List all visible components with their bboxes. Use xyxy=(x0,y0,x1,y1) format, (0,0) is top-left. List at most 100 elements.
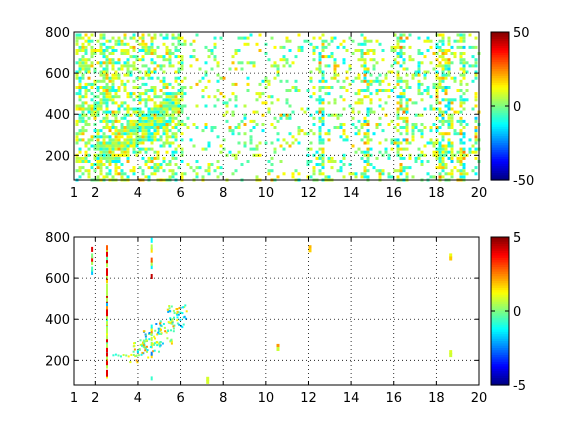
heatmap-cell xyxy=(417,147,421,151)
heatmap-cell xyxy=(165,45,169,49)
heatmap-cell xyxy=(462,36,466,40)
heatmap-cell xyxy=(345,76,349,80)
heatmap-cell xyxy=(75,107,79,111)
heatmap-cell xyxy=(312,86,316,89)
heatmap-cell xyxy=(138,119,142,123)
heatmap-cell xyxy=(393,138,397,142)
heatmap-cell xyxy=(231,129,235,133)
heatmap-cell xyxy=(132,150,136,154)
axes-box xyxy=(73,236,480,386)
colorbar-step xyxy=(491,285,509,289)
heatmap-cell xyxy=(75,169,79,173)
heatmap-cell xyxy=(420,150,424,154)
heatmap-cell xyxy=(117,76,121,80)
heatmap-cell xyxy=(237,61,241,65)
colorbar: 50-5 xyxy=(490,231,526,394)
heatmap-cell xyxy=(126,144,130,148)
heatmap-cell xyxy=(273,147,277,151)
heatmap-cell xyxy=(111,58,115,62)
colorbar-step xyxy=(491,304,509,307)
heatmap-cell xyxy=(151,342,154,345)
heatmap-cell xyxy=(78,169,82,173)
heatmap-cell xyxy=(162,132,166,136)
heatmap-cell xyxy=(384,147,388,151)
heatmap-cell xyxy=(105,73,109,77)
heatmap-cell xyxy=(207,95,211,99)
heatmap-cell xyxy=(147,107,151,111)
heatmap-cell xyxy=(168,82,172,86)
heatmap-cell xyxy=(129,73,133,77)
heatmap-cell xyxy=(132,126,136,129)
heatmap-cell xyxy=(414,123,418,126)
heatmap-cell xyxy=(84,49,88,52)
heatmap-cell xyxy=(141,138,145,142)
heatmap-cell xyxy=(114,95,118,99)
heatmap-cell xyxy=(102,92,106,96)
heatmap-cell xyxy=(177,119,181,123)
heatmap-cell xyxy=(156,45,160,49)
heatmap-cell xyxy=(78,160,82,163)
heatmap-cell xyxy=(444,76,448,80)
heatmap-cell xyxy=(435,147,439,151)
heatmap-cell xyxy=(210,52,214,55)
heatmap-cell xyxy=(449,350,453,355)
heatmap-cell xyxy=(417,36,421,40)
heatmap-cell xyxy=(176,319,179,322)
heatmap-cell xyxy=(363,39,367,43)
heatmap-cell xyxy=(147,49,151,52)
heatmap-cell xyxy=(360,156,364,160)
heatmap-cell xyxy=(465,98,469,102)
heatmap-cell xyxy=(474,138,478,142)
heatmap-cell xyxy=(411,123,415,126)
heatmap-cell xyxy=(163,326,166,329)
heatmap-cell xyxy=(91,253,94,259)
heatmap-cell xyxy=(420,132,424,136)
heatmap-cell xyxy=(123,73,127,77)
heatmap-cell xyxy=(318,107,322,111)
heatmap-cell xyxy=(81,166,85,170)
heatmap-cell xyxy=(438,64,442,68)
heatmap-cell xyxy=(75,160,79,163)
heatmap-cell xyxy=(432,82,436,86)
heatmap-cell xyxy=(99,141,103,145)
heatmap-cell xyxy=(435,89,439,92)
heatmap-cell xyxy=(162,169,166,173)
heatmap-cell xyxy=(171,95,175,99)
heatmap-cell xyxy=(177,36,181,40)
heatmap-cell xyxy=(84,86,88,89)
heatmap-cell xyxy=(420,129,424,133)
heatmap-cell xyxy=(330,113,334,117)
heatmap-cell xyxy=(441,42,445,46)
heatmap-cell xyxy=(441,150,445,154)
heatmap-cell xyxy=(318,58,322,62)
heatmap-cell xyxy=(330,86,334,89)
heatmap-cell xyxy=(405,132,409,136)
heatmap-cell xyxy=(336,169,340,173)
heatmap-cell xyxy=(147,76,151,80)
heatmap-cell xyxy=(106,369,108,374)
heatmap-cell xyxy=(141,39,145,43)
heatmap-cell xyxy=(450,156,454,160)
heatmap-cell xyxy=(160,328,162,331)
heatmap-cell xyxy=(81,58,85,62)
heatmap-cell xyxy=(438,132,442,136)
heatmap-cell xyxy=(447,126,451,129)
heatmap-cell xyxy=(111,153,115,157)
heatmap-cell xyxy=(99,104,103,108)
heatmap-cell xyxy=(459,33,463,37)
heatmap-cell xyxy=(324,39,328,43)
heatmap-cell xyxy=(432,107,436,111)
heatmap-cell xyxy=(93,113,97,117)
heatmap-cell xyxy=(150,135,154,139)
heatmap-cell xyxy=(106,283,108,288)
heatmap-cell xyxy=(180,42,184,46)
heatmap-cell xyxy=(141,172,145,176)
heatmap-cell xyxy=(447,172,451,176)
heatmap-cell xyxy=(462,141,466,145)
heatmap-cell xyxy=(201,147,205,151)
x-tick-label: 12 xyxy=(300,391,317,406)
heatmap-cell xyxy=(363,95,367,99)
heatmap-cell xyxy=(102,163,106,166)
heatmap-cell xyxy=(255,110,259,114)
heatmap-cell xyxy=(168,113,172,117)
